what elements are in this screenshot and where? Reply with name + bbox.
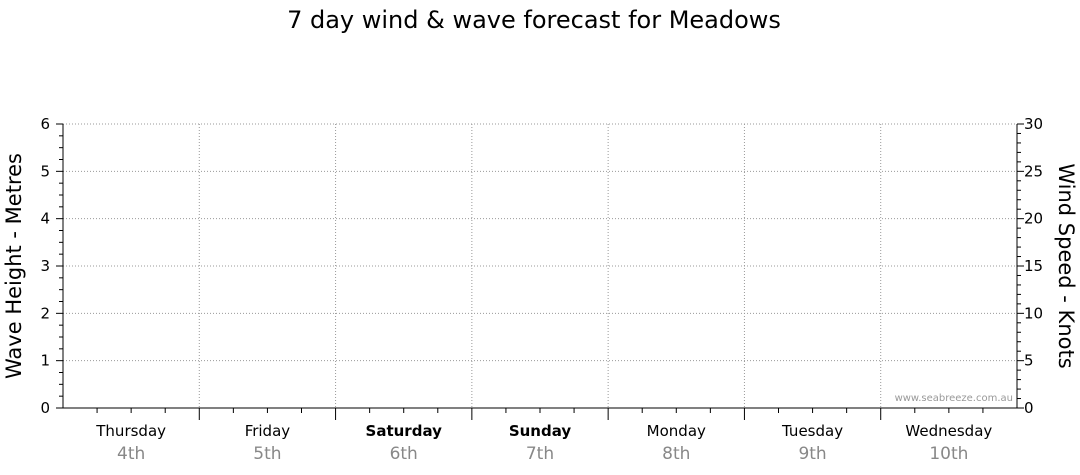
day-name-label: Sunday [509,422,572,440]
day-name-label: Thursday [95,422,166,440]
right-tick-label: 15 [1024,257,1043,275]
left-tick-label: 6 [40,115,50,133]
right-axis-title: Wind Speed - Knots [1054,163,1078,368]
left-tick-label: 3 [40,257,50,275]
day-date-label: 10th [929,444,968,464]
left-tick-label: 4 [40,210,50,228]
day-date-label: 9th [798,444,826,464]
grid-lines [63,123,1017,408]
left-axis-ticks: 0 1 2 3 4 5 6 [40,115,63,417]
right-tick-label: 10 [1024,304,1043,322]
watermark: www.seabreeze.com.au [895,393,1013,404]
left-tick-label: 1 [40,352,50,370]
day-date-label: 5th [253,444,281,464]
left-tick-label: 2 [40,304,50,322]
left-tick-label: 5 [40,162,50,180]
right-axis-ticks: 0 5 10 15 20 25 30 [1017,115,1043,417]
right-tick-label: 5 [1024,352,1034,370]
left-tick-label: 0 [40,399,50,417]
day-name-label: Monday [647,422,706,440]
chart-title: 7 day wind & wave forecast for Meadows [287,6,781,34]
axes [62,124,1018,420]
right-tick-label: 0 [1024,399,1034,417]
day-date-label: 7th [526,444,554,464]
right-tick-label: 20 [1024,210,1043,228]
right-tick-label: 30 [1024,115,1043,133]
day-name-label: Wednesday [905,422,992,440]
day-labels: Thursday 4th Friday 5th Saturday 6th Sunday 7th… [95,422,992,464]
day-date-label: 6th [390,444,418,464]
day-name-label: Saturday [366,422,443,440]
day-name-label: Tuesday [781,422,843,440]
day-name-label: Friday [245,422,291,440]
day-date-label: 4th [117,444,145,464]
day-date-label: 8th [662,444,690,464]
right-tick-label: 25 [1024,162,1043,180]
left-axis-title: Wave Height - Metres [2,153,26,379]
